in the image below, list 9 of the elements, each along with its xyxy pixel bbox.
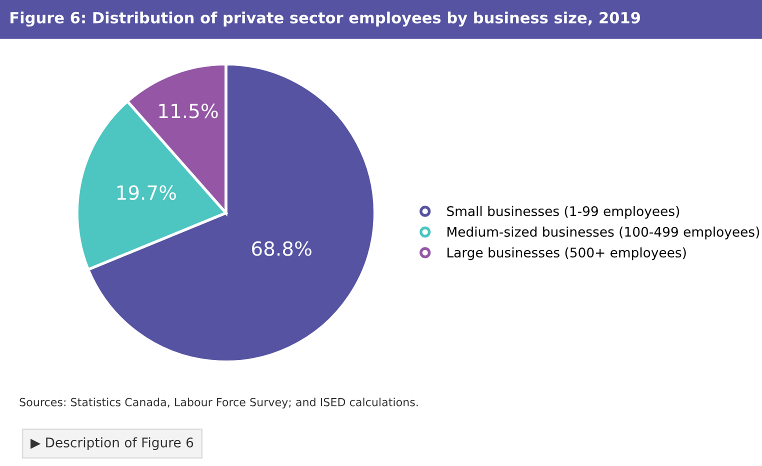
legend-label: Large businesses (500+ employees) [448,247,686,260]
text: ▶ Description of Figure 6 [30,437,194,450]
chart-title: Figure 6: Distribution of private sector employees by business size, 2019 [10,12,640,27]
data-label: 19.7% [117,185,176,200]
legend-label: Medium-sized businesses (100-499 employees) [448,226,760,240]
legend-label: Small businesses (1-99 employees) [447,206,680,219]
data-label: 68.8% [252,241,312,256]
source-note: Sources: Statistics Canada, Labour Force Survey; and ISED calculations. [20,398,418,408]
data-label: 11.5% [159,104,218,118]
